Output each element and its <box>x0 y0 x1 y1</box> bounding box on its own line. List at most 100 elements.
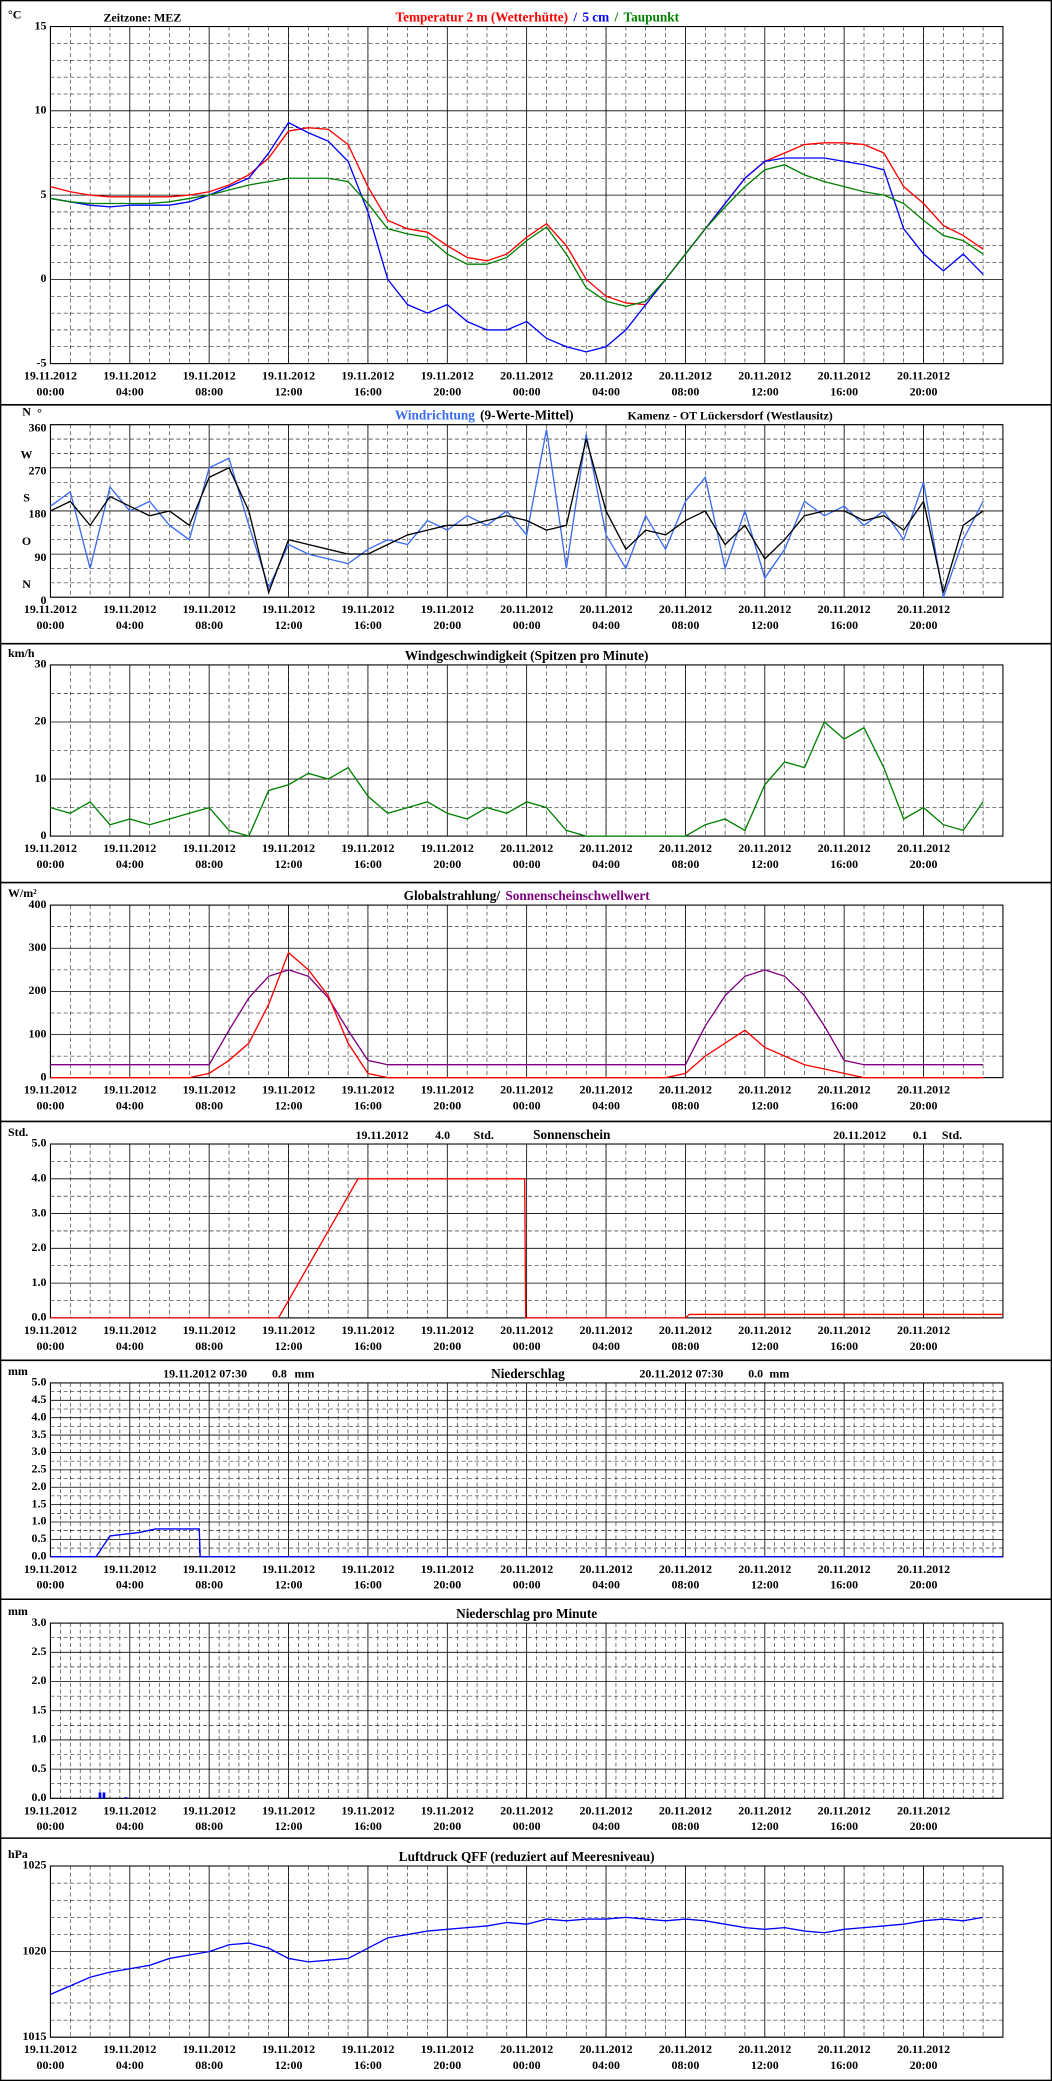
x-tick-label: 19.11.2012 <box>341 841 394 855</box>
data-line <box>50 1916 984 1996</box>
x-tick-label: 20.11.2012 <box>500 1083 553 1097</box>
x-tick-label: 19.11.2012 <box>341 602 394 616</box>
x-tick-label: 00:00 <box>36 2058 64 2072</box>
y-tick-label: 0 <box>40 1069 46 1083</box>
x-tick-label: 19.11.2012 <box>24 841 77 855</box>
y-tick-label: 10 <box>34 771 46 785</box>
x-tick-label: 20.11.2012 <box>659 1083 712 1097</box>
x-tick-label: 12:00 <box>275 1099 303 1113</box>
x-tick-label: 08:00 <box>195 2058 223 2072</box>
x-tick-label: 16:00 <box>354 1578 382 1592</box>
title-part: Windgeschwindigkeit (Spitzen pro Minute) <box>405 648 649 663</box>
compass-label: O <box>22 534 31 548</box>
title-part: Luftdruck QFF (reduziert auf Meeresnivea… <box>399 1849 655 1864</box>
x-tick-label: 20:00 <box>910 1339 938 1353</box>
x-tick-label: 00:00 <box>513 1099 541 1113</box>
annotation: mm <box>295 1367 315 1381</box>
x-tick-label: 00:00 <box>36 1819 64 1833</box>
y-tick-label: 0.0 <box>32 1310 47 1324</box>
bar <box>124 1797 128 1799</box>
y-tick-label: 100 <box>29 1026 47 1040</box>
x-tick-label: 12:00 <box>751 1099 779 1113</box>
title-part: / <box>572 10 577 25</box>
title-part: Sonnenschein <box>533 1127 611 1142</box>
y-tick-label: 2.0 <box>32 1673 47 1687</box>
x-tick-label: 00:00 <box>513 385 541 399</box>
x-tick-label: 04:00 <box>592 2058 620 2072</box>
compass-label: N <box>22 577 31 591</box>
x-tick-label: 20.11.2012 <box>659 1323 712 1337</box>
y-tick-label: 200 <box>29 983 47 997</box>
y-tick-label: 20 <box>34 714 46 728</box>
x-tick-label: 20.11.2012 <box>818 1803 871 1817</box>
x-tick-label: 00:00 <box>36 1339 64 1353</box>
x-tick-label: 20.11.2012 <box>659 1562 712 1576</box>
x-tick-label: 19.11.2012 <box>341 1083 394 1097</box>
y-tick-label: 4.0 <box>32 1171 47 1185</box>
x-tick-label: 20.11.2012 <box>500 602 553 616</box>
x-tick-label: 20.11.2012 <box>500 1803 553 1817</box>
data-line <box>50 951 984 1079</box>
x-tick-label: 19.11.2012 <box>183 2042 236 2056</box>
x-tick-label: 20.11.2012 <box>659 841 712 855</box>
x-tick-label: 20.11.2012 <box>580 841 633 855</box>
chart-title: Niederschlag pro Minute <box>456 1606 597 1621</box>
x-tick-label: 19.11.2012 <box>183 1562 236 1576</box>
x-tick-label: 20.11.2012 <box>818 841 871 855</box>
y-tick-label: 1.0 <box>32 1732 47 1746</box>
x-tick-label: 08:00 <box>671 1819 699 1833</box>
x-tick-label: 20:00 <box>910 1099 938 1113</box>
y-tick-label: 3.0 <box>32 1205 47 1219</box>
x-tick-label: 20.11.2012 <box>818 369 871 383</box>
x-tick-label: 19.11.2012 <box>341 1323 394 1337</box>
x-tick-label: 20.11.2012 <box>738 2042 791 2056</box>
x-tick-label: 12:00 <box>275 385 303 399</box>
x-tick-label: 19.11.2012 <box>183 1323 236 1337</box>
annotation: 0.8 <box>272 1367 287 1381</box>
chart-title: Sonnenschein <box>533 1127 611 1142</box>
x-tick-label: 20.11.2012 <box>659 602 712 616</box>
x-tick-label: 08:00 <box>195 1099 223 1113</box>
x-tick-label: 08:00 <box>671 618 699 632</box>
x-tick-label: 16:00 <box>830 1819 858 1833</box>
x-tick-label: 12:00 <box>275 2058 303 2072</box>
y-tick-label: 0.0 <box>32 1790 47 1804</box>
x-tick-label: 08:00 <box>195 618 223 632</box>
y-tick-label: 5.0 <box>32 1136 47 1150</box>
x-tick-label: 08:00 <box>195 385 223 399</box>
x-tick-label: 20:00 <box>433 857 461 871</box>
x-tick-label: 19.11.2012 <box>262 841 315 855</box>
x-tick-label: 16:00 <box>354 1099 382 1113</box>
x-tick-label: 19.11.2012 <box>183 1083 236 1097</box>
x-tick-label: 12:00 <box>275 1578 303 1592</box>
x-tick-label: 19.11.2012 <box>103 369 156 383</box>
y-tick-label: 4.5 <box>32 1392 47 1406</box>
y-tick-label: 1020 <box>23 1943 47 1957</box>
data-line <box>50 438 984 595</box>
x-tick-label: 20.11.2012 <box>500 369 553 383</box>
annotation: 20.11.2012 07:30 <box>639 1367 723 1381</box>
plot-frame <box>49 664 1004 837</box>
x-tick-label: 19.11.2012 <box>103 2042 156 2056</box>
x-tick-label: 00:00 <box>513 1578 541 1592</box>
x-tick-label: 19.11.2012 <box>421 1803 474 1817</box>
x-tick-label: 20:00 <box>433 2058 461 2072</box>
x-tick-label: 12:00 <box>751 618 779 632</box>
chart-title: Temperatur 2 m (Wetterhütte)/5 cm / Taupun… <box>396 10 680 25</box>
x-tick-label: 20.11.2012 <box>738 841 791 855</box>
x-tick-label: 20.11.2012 <box>897 1803 950 1817</box>
annotation: 0.1 <box>913 1128 928 1142</box>
x-tick-label: 19.11.2012 <box>103 1323 156 1337</box>
x-tick-label: 20.11.2012 <box>897 1562 950 1576</box>
x-tick-label: 20.11.2012 <box>738 1083 791 1097</box>
x-tick-label: 04:00 <box>116 2058 144 2072</box>
x-tick-label: 20.11.2012 <box>738 602 791 616</box>
title-part: 5 cm <box>582 10 609 25</box>
x-tick-label: 08:00 <box>671 1578 699 1592</box>
x-tick-label: 04:00 <box>592 1578 620 1592</box>
x-tick-label: 19.11.2012 <box>262 1083 315 1097</box>
bar <box>98 1792 102 1799</box>
x-tick-label: 12:00 <box>751 1578 779 1592</box>
y-tick-label: 3.0 <box>32 1444 47 1458</box>
x-tick-label: 04:00 <box>116 1339 144 1353</box>
